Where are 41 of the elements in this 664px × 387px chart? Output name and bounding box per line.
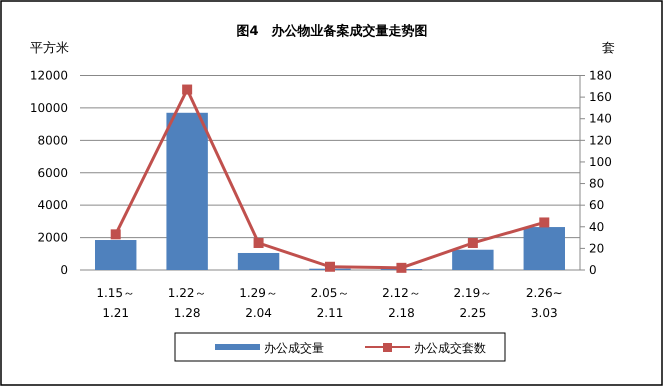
- legend-label: 办公成交量: [264, 341, 324, 355]
- y-tick-label: 10000: [30, 100, 68, 115]
- point: [468, 238, 478, 248]
- y-tick-label: 2000: [37, 230, 68, 245]
- y-tick-label: 8000: [37, 133, 68, 148]
- bar: [452, 250, 494, 270]
- y-tick-label: 12000: [30, 68, 68, 82]
- x-tick-label: 1.22～ 1.28: [168, 286, 206, 320]
- y2-tick-label: 120: [589, 133, 612, 148]
- y2-axis-title: 套: [602, 41, 615, 56]
- point: [110, 229, 121, 240]
- y-tick-label: 6000: [37, 166, 68, 180]
- x-tick-label: 2.12～ 2.18: [382, 286, 421, 320]
- x-tick-label: 2.19～ 2.25: [454, 286, 492, 320]
- bar: [238, 252, 280, 270]
- y2-tick-label: 100: [589, 154, 612, 169]
- point: [325, 262, 335, 272]
- chart-title: 图4 办公物业备案成交量走势图: [236, 23, 428, 39]
- point: [182, 84, 192, 95]
- y2-tick-label: 80: [589, 176, 604, 191]
- y-axis-title: 平方米: [30, 40, 69, 56]
- x-tick-label: 2.26~ 3.03: [526, 286, 563, 320]
- x-tick-label: 1.15～ 1.21: [96, 286, 136, 320]
- x-tick-label: 2.05～ 2.11: [310, 286, 350, 320]
- y2-tick-label: 60: [589, 198, 604, 212]
- point: [254, 238, 264, 248]
- y2-tick-label: 160: [589, 90, 612, 104]
- y2-tick-label: 20: [589, 241, 604, 256]
- y2-tick-label: 140: [589, 112, 612, 126]
- legend-label: 办公成交套数: [414, 341, 486, 355]
- y2-tick-label: 40: [589, 220, 604, 234]
- y-tick-label: 0: [60, 263, 68, 277]
- bar: [166, 112, 208, 270]
- y2-tick-label: 0: [589, 263, 597, 277]
- point: [396, 262, 406, 273]
- y-tick-label: 4000: [37, 198, 68, 212]
- y2-tick-label: 180: [589, 68, 612, 82]
- x-tick-label: 1.29～ 2.04: [239, 286, 278, 320]
- bar: [95, 240, 136, 270]
- point: [539, 217, 550, 228]
- bar: [524, 227, 565, 270]
